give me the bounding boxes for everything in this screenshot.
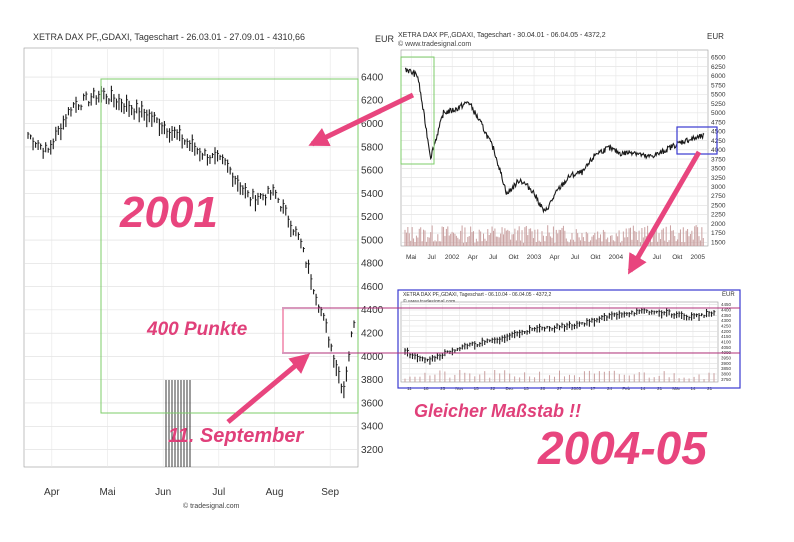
label-gleicher-massstab: Gleicher Maßstab !!	[414, 401, 582, 421]
chart-2001-currency: EUR	[375, 34, 395, 44]
x-tick-label: 2003	[527, 254, 542, 261]
x-tick-label: Jul	[428, 254, 437, 261]
x-tick-label: Okt	[509, 254, 519, 261]
x-tick-label: Jul	[653, 254, 662, 261]
y-tick-label: 3750	[721, 377, 732, 382]
x-tick-label: 2004	[609, 254, 624, 261]
y-tick-label: 5600	[361, 166, 384, 177]
y-tick-label: 4000	[711, 147, 726, 154]
y-tick-label: 3250	[711, 175, 726, 182]
x-tick-label: Sep	[321, 487, 339, 498]
zoom-panel-frame	[397, 289, 741, 389]
x-tick-label: 2005	[691, 254, 706, 261]
chart-long-title: XETRA DAX PF,,GDAXI, Tageschart - 30.04.…	[398, 32, 606, 39]
y-tick-label: 4750	[711, 119, 726, 126]
y-tick-label: 5200	[361, 212, 384, 223]
y-tick-label: 4400	[721, 308, 732, 313]
y-tick-label: 1500	[711, 239, 726, 246]
y-tick-label: 3200	[361, 445, 384, 456]
y-tick-label: 6500	[711, 55, 726, 62]
y-tick-label: 2250	[711, 212, 726, 219]
y-tick-label: 3850	[721, 366, 732, 371]
y-tick-label: 2500	[711, 202, 726, 209]
x-tick-label: Okt	[590, 254, 600, 261]
y-tick-label: 3500	[711, 166, 726, 173]
chart-long-currency: EUR	[707, 32, 724, 41]
y-tick-label: 4200	[361, 328, 384, 339]
y-tick-label: 3800	[361, 375, 384, 386]
y-tick-label: 4500	[711, 129, 726, 136]
y-tick-label: 3400	[361, 422, 384, 433]
y-tick-label: 4000	[361, 352, 384, 363]
chart-2001: 6400 6200 6000 5800 5600 5400 5200 5000 4800 4600…	[23, 47, 384, 498]
arrow-sept11	[226, 353, 311, 424]
highlight-box-2001	[100, 78, 359, 414]
x-tick-label: Jul	[571, 254, 580, 261]
x-tick-label: Jun	[155, 487, 171, 498]
y-tick-label: 5250	[711, 101, 726, 108]
price-line	[405, 67, 705, 214]
label-11-september: 11. September	[168, 425, 304, 447]
x-tick-label: Aug	[266, 487, 284, 498]
y-tick-label: 4050	[721, 345, 732, 350]
x-tick-label: Mai	[406, 254, 416, 261]
y-tick-label: 4200	[721, 329, 732, 334]
y-tick-label: 4800	[361, 259, 384, 270]
y-tick-label: 2750	[711, 193, 726, 200]
chart-zoom-title: XETRA DAX PF,,GDAXI, Tageschart - 06.10.…	[403, 292, 552, 298]
y-tick-label: 4400	[361, 305, 384, 316]
x-tick-label: Apr	[549, 254, 560, 261]
x-tick-label: Okt	[672, 254, 682, 261]
x-tick-label: Jul	[212, 487, 225, 498]
y-tick-label: 6400	[361, 72, 384, 83]
arrow-long-to-2001	[308, 92, 415, 147]
chart-2001-title: XETRA DAX PF,,GDAXI, Tageschart - 26.03.…	[33, 32, 305, 42]
x-tick-label: Apr	[468, 254, 479, 261]
y-tick-label: 5400	[361, 189, 384, 200]
y-tick-label: 3750	[711, 156, 726, 163]
chart-long: 6500 6250 6000 5750 5500 5250 5000 4750 4500 4250…	[400, 49, 726, 261]
y-tick-label: 4150	[721, 334, 732, 339]
y-tick-label: 5500	[711, 92, 726, 99]
y-tick-label: 6000	[711, 73, 726, 80]
y-tick-label: 5750	[711, 82, 726, 89]
y-tick-label: 6250	[711, 64, 726, 71]
label-400-punkte: 400 Punkte	[147, 319, 248, 340]
x-tick-label: 2002	[445, 254, 460, 261]
y-tick-label: 4350	[721, 313, 732, 318]
chart-zoom-currency: EUR	[722, 292, 735, 298]
label-2004-05: 2004-05	[538, 422, 707, 474]
highlight-box-long-2004	[676, 126, 718, 155]
y-tick-label: 3600	[361, 398, 384, 409]
y-tick-label: 6200	[361, 96, 384, 107]
y-tick-label: 3000	[711, 184, 726, 191]
y-tick-label: 4600	[361, 282, 384, 293]
y-tick-label: 4450	[721, 302, 732, 307]
x-tick-label: Apr	[44, 487, 60, 498]
y-tick-label: 4250	[721, 324, 732, 329]
plot-area	[23, 47, 359, 468]
y-tick-label: 3950	[721, 356, 732, 361]
y-tick-label: 4300	[721, 318, 732, 323]
y-tick-label: 5000	[711, 110, 726, 117]
y-tick-label: 3900	[721, 361, 732, 366]
y-tick-label: 3800	[721, 372, 732, 377]
y-tick-label: 4100	[721, 340, 732, 345]
y-tick-label: 2000	[711, 221, 726, 228]
highlight-box-long-2001	[400, 56, 435, 165]
chart-long-credit: © www.tradesignal.com	[398, 41, 472, 48]
x-tick-label: Mai	[99, 487, 115, 498]
chart-2001-credit: © tradesignal.com	[183, 503, 240, 510]
y-tick-label: 1750	[711, 230, 726, 237]
y-tick-label: 5800	[361, 142, 384, 153]
label-2001: 2001	[120, 188, 218, 237]
x-tick-label: Jul	[489, 254, 498, 261]
y-tick-label: 4250	[711, 138, 726, 145]
y-tick-label: 6000	[361, 119, 384, 130]
y-tick-label: 5000	[361, 235, 384, 246]
arrow-2004-to-zoom	[627, 150, 702, 275]
